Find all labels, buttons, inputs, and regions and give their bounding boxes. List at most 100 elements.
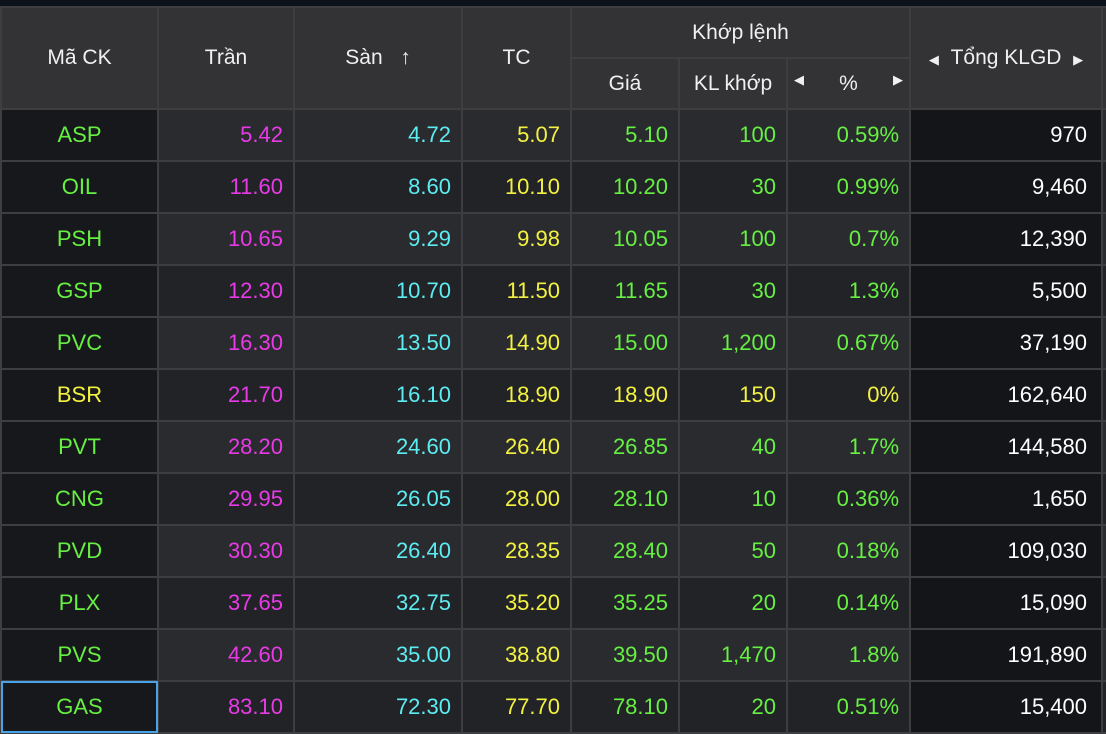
caret-right-icon[interactable]: ▶ <box>1073 52 1084 67</box>
ref-cell: 18.90 <box>461 368 572 422</box>
symbol-cell[interactable]: GAS <box>0 680 159 734</box>
table-row[interactable]: OIL 11.60 8.60 10.10 10.20 30 0.99% 9,460 <box>0 160 1106 214</box>
match-vol-cell: 20 <box>678 576 788 630</box>
total-vol-cell: 1,650 <box>909 472 1104 526</box>
pct-cell: 0.14% <box>785 576 912 630</box>
match-vol-cell: 50 <box>678 524 788 578</box>
total-vol-cell: 109,030 <box>909 524 1104 578</box>
total-vol-cell: 12,390 <box>909 212 1104 266</box>
sort-ascending-icon[interactable]: ↑ <box>400 46 411 69</box>
header-ceiling[interactable]: Trần <box>157 6 295 110</box>
header-match-group: Khớp lệnh <box>569 6 912 59</box>
symbol-cell[interactable]: GSP <box>0 264 159 318</box>
header-pct[interactable]: ◀% ▶ <box>785 57 912 110</box>
floor-cell: 13.50 <box>293 316 463 370</box>
ref-cell: 5.07 <box>461 108 572 162</box>
price-cell: 78.10 <box>570 680 680 734</box>
pct-cell: 0.99% <box>785 160 912 214</box>
price-cell: 35.25 <box>570 576 680 630</box>
ceiling-cell: 28.20 <box>157 420 295 474</box>
pct-cell: 0.36% <box>785 472 912 526</box>
price-cell: 10.20 <box>570 160 680 214</box>
symbol-cell[interactable]: ASP <box>0 108 159 162</box>
pct-cell: 0.7% <box>785 212 912 266</box>
price-cell: 11.65 <box>570 264 680 318</box>
symbol-cell[interactable]: PSH <box>0 212 159 266</box>
price-cell: 26.85 <box>570 420 680 474</box>
symbol-cell[interactable]: CNG <box>0 472 159 526</box>
pct-cell: 0% <box>785 368 912 422</box>
price-cell: 18.90 <box>570 368 680 422</box>
caret-left-icon[interactable]: ◀ <box>928 52 939 67</box>
caret-right-icon[interactable]: ▶ <box>893 71 904 87</box>
floor-cell: 9.29 <box>293 212 463 266</box>
total-vol-cell: 162,640 <box>909 368 1104 422</box>
floor-cell: 32.75 <box>293 576 463 630</box>
floor-cell: 16.10 <box>293 368 463 422</box>
table-row[interactable]: PVC 16.30 13.50 14.90 15.00 1,200 0.67% 37,190 <box>0 316 1106 370</box>
next-column-cell <box>1101 316 1106 370</box>
table-row[interactable]: GSP 12.30 10.70 11.50 11.65 30 1.3% 5,500 <box>0 264 1106 318</box>
floor-cell: 8.60 <box>293 160 463 214</box>
symbol-cell[interactable]: PVT <box>0 420 159 474</box>
symbol-cell[interactable]: PVC <box>0 316 159 370</box>
next-column-cell <box>1101 212 1106 266</box>
ref-cell: 26.40 <box>461 420 572 474</box>
symbol-cell[interactable]: BSR <box>0 368 159 422</box>
ref-cell: 35.20 <box>461 576 572 630</box>
price-cell: 28.10 <box>570 472 680 526</box>
price-cell: 15.00 <box>570 316 680 370</box>
table-row[interactable]: PVT 28.20 24.60 26.40 26.85 40 1.7% 144,580 <box>0 420 1106 474</box>
table-row[interactable]: PLX 37.65 32.75 35.20 35.25 20 0.14% 15,090 <box>0 576 1106 630</box>
ceiling-cell: 42.60 <box>157 628 295 682</box>
ref-cell: 11.50 <box>461 264 572 318</box>
table-row[interactable]: PVD 30.30 26.40 28.35 28.40 50 0.18% 109,030 <box>0 524 1106 578</box>
header-total-label: Tổng KLGD <box>950 46 1062 69</box>
floor-cell: 4.72 <box>293 108 463 162</box>
ceiling-cell: 5.42 <box>157 108 295 162</box>
symbol-cell[interactable]: PVD <box>0 524 159 578</box>
next-column-cell <box>1101 108 1106 162</box>
ceiling-cell: 83.10 <box>157 680 295 734</box>
header-match-vol[interactable]: KL khớp <box>678 57 788 110</box>
table-row[interactable]: CNG 29.95 26.05 28.00 28.10 10 0.36% 1,650 <box>0 472 1106 526</box>
header-ref[interactable]: TC <box>461 6 572 110</box>
floor-cell: 26.40 <box>293 524 463 578</box>
next-column-cell <box>1101 524 1106 578</box>
symbol-cell[interactable]: PVS <box>0 628 159 682</box>
header-symbol[interactable]: Mã CK <box>0 6 159 110</box>
header-total[interactable]: ◀ Tổng KLGD ▶ <box>909 6 1104 110</box>
table-row[interactable]: ASP 5.42 4.72 5.07 5.10 100 0.59% 970 <box>0 108 1106 162</box>
price-cell: 39.50 <box>570 628 680 682</box>
pct-cell: 1.7% <box>785 420 912 474</box>
symbol-cell[interactable]: PLX <box>0 576 159 630</box>
table-row[interactable]: BSR 21.70 16.10 18.90 18.90 150 0% 162,640 <box>0 368 1106 422</box>
ceiling-cell: 10.65 <box>157 212 295 266</box>
table-row[interactable]: PSH 10.65 9.29 9.98 10.05 100 0.7% 12,390 <box>0 212 1106 266</box>
next-column-cell <box>1101 628 1106 682</box>
caret-left-icon[interactable]: ◀ <box>794 71 804 87</box>
table-row[interactable]: GAS 83.10 72.30 77.70 78.10 20 0.51% 15,400 <box>0 680 1106 734</box>
price-cell: 5.10 <box>570 108 680 162</box>
match-vol-cell: 30 <box>678 160 788 214</box>
match-vol-cell: 150 <box>678 368 788 422</box>
total-vol-cell: 970 <box>909 108 1104 162</box>
next-column-cell <box>1101 160 1106 214</box>
floor-cell: 72.30 <box>293 680 463 734</box>
match-vol-cell: 20 <box>678 680 788 734</box>
next-column-cell <box>1101 368 1106 422</box>
total-vol-cell: 37,190 <box>909 316 1104 370</box>
match-vol-cell: 30 <box>678 264 788 318</box>
header-price[interactable]: Giá <box>570 57 680 110</box>
table-row[interactable]: PVS 42.60 35.00 38.80 39.50 1,470 1.8% 191,890 <box>0 628 1106 682</box>
pct-cell: 1.8% <box>785 628 912 682</box>
total-vol-cell: 5,500 <box>909 264 1104 318</box>
symbol-cell[interactable]: OIL <box>0 160 159 214</box>
ceiling-cell: 29.95 <box>157 472 295 526</box>
header-floor[interactable]: Sàn ↑ <box>293 6 463 110</box>
match-vol-cell: 100 <box>678 212 788 266</box>
ceiling-cell: 16.30 <box>157 316 295 370</box>
next-column-cell <box>1101 576 1106 630</box>
match-vol-cell: 10 <box>678 472 788 526</box>
ceiling-cell: 30.30 <box>157 524 295 578</box>
